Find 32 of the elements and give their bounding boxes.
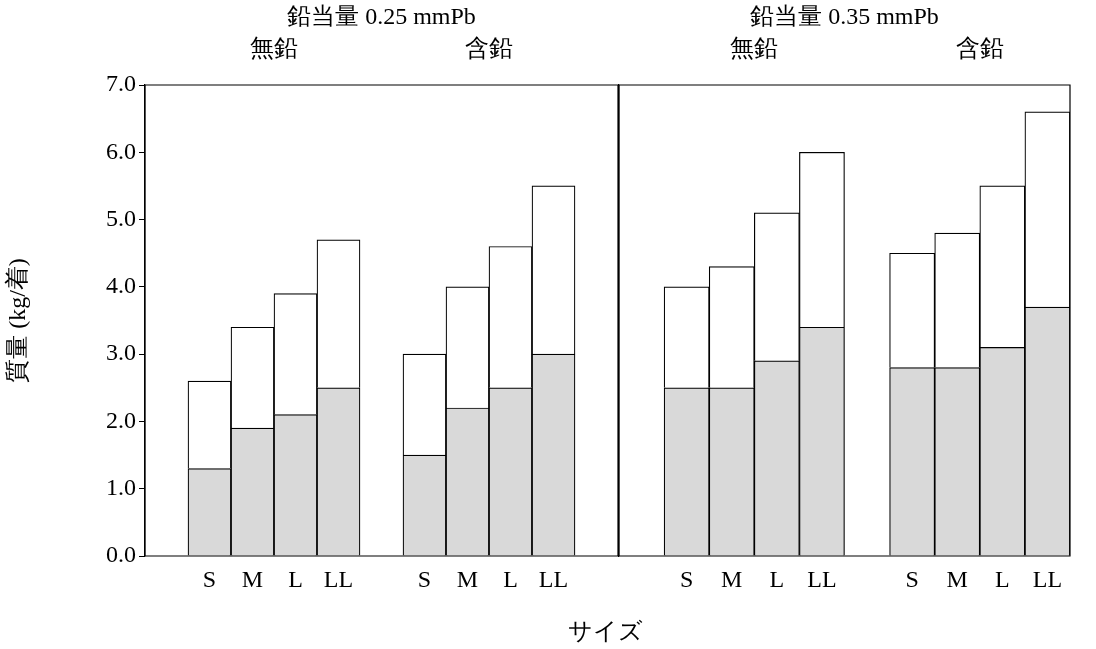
x-tick-label: L <box>503 565 518 592</box>
x-tick-label: S <box>905 565 919 592</box>
x-tick-label: M <box>241 565 264 592</box>
x-tick-label: L <box>769 565 785 592</box>
y-tick-label: 3.0 <box>106 339 136 366</box>
x-tick-label: LL <box>807 565 837 592</box>
x-tick-label: L <box>995 565 1010 592</box>
x-tick-label: L <box>288 565 303 592</box>
y-tick-label: 1.0 <box>106 474 136 501</box>
chart-title: 鉛当量 0.25 mmPb <box>287 3 476 29</box>
text: 無鉛 <box>730 35 779 61</box>
y-tick-label: 6.0 <box>106 137 136 164</box>
x-tick-label: M <box>946 565 968 592</box>
y-tick-label: 7.0 <box>106 70 136 97</box>
x-axis-title: サイズ <box>566 617 644 646</box>
x-tick-label: M <box>456 565 479 592</box>
chart-title: 鉛当量 0.35 mmPb <box>750 3 939 29</box>
x-tick-label: S <box>202 565 217 592</box>
x-tick-label: LL <box>323 565 354 592</box>
y-tick-label: 5.0 <box>106 204 136 231</box>
text: 含鉛 <box>465 35 513 61</box>
y-axis-title: 質量 (kg/着) <box>3 258 30 383</box>
x-tick-label: M <box>721 565 743 592</box>
text: 無鉛 <box>250 35 298 61</box>
y-tick-label: 4.0 <box>106 272 136 299</box>
text: 含鉛 <box>955 35 1004 61</box>
x-tick-label: LL <box>538 565 569 592</box>
y-tick-label: 2.0 <box>106 406 136 433</box>
x-tick-label: S <box>679 565 694 592</box>
x-tick-label: S <box>417 565 432 592</box>
x-tick-label: LL <box>1032 565 1063 592</box>
y-tick-label: 0.0 <box>106 541 136 568</box>
